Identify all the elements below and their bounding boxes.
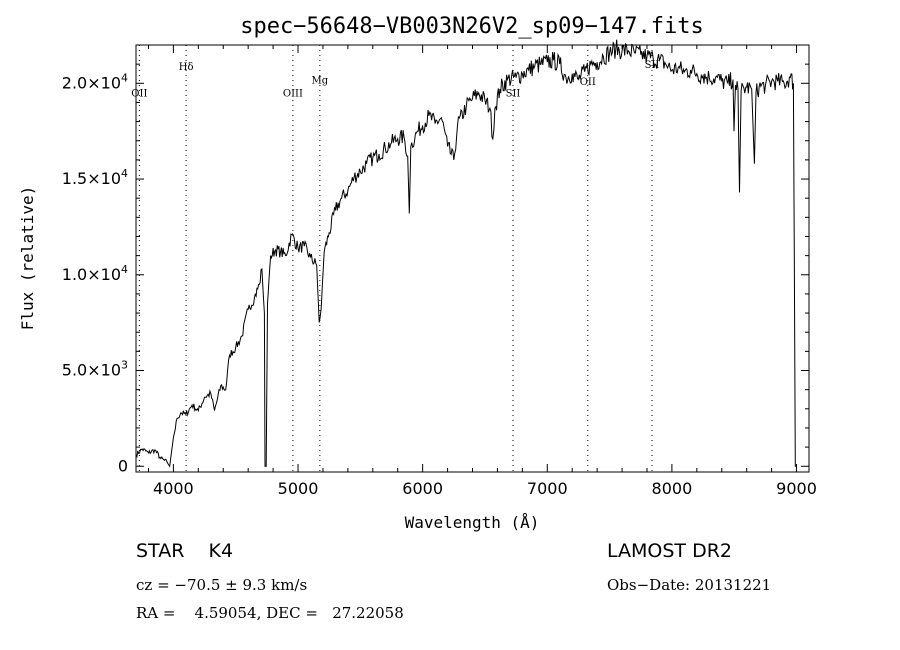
line-label-4: SII [506,89,521,100]
x-tick-label-2: 6000 [402,479,443,498]
line-label-6: SII [645,60,660,71]
x-tick-label-4: 8000 [652,479,693,498]
x-axis-ticks: 4000 5000 6000 7000 8000 9000 [147,45,817,498]
ra-dec: RA = 4.59054, DEC = 27.22058 [136,604,404,622]
y-tick-label-0: 0 [118,456,128,475]
x-axis-label: Wavelength (Å) [405,513,540,532]
line-label-5: OII [580,77,596,88]
spectrum-line [135,39,797,468]
line-label-1: Hδ [179,62,194,73]
y-tick-label-4: 2.0×104 [62,71,128,92]
x-tick-label-0: 4000 [153,479,194,498]
y-axis-ticks: 0 5.0×103 1.0×104 1.5×104 2.0×104 [62,63,809,475]
y-tick-label-1: 5.0×103 [62,359,128,380]
obs-date: Obs−Date: 20131221 [607,576,772,594]
star-class: STAR K4 [136,540,234,562]
line-label-0: OII [131,89,147,100]
line-label-3: Mg [312,75,329,86]
chart-title: spec−56648−VB003N26V2_sp09−147.fits [240,14,704,39]
x-tick-label-3: 7000 [527,479,568,498]
x-tick-label-1: 5000 [278,479,319,498]
y-tick-label-3: 1.5×104 [62,167,128,188]
y-tick-label-2: 1.0×104 [62,263,128,284]
x-tick-label-5: 9000 [776,479,817,498]
redshift-cz: cz = −70.5 ± 9.3 km/s [136,576,308,594]
spectral-line-markers: OII Hδ OIII Mg SII OII SII [131,45,659,472]
y-axis-label: Flux (relative) [18,186,37,331]
survey-name: LAMOST DR2 [607,540,732,562]
plot-frame [135,44,810,473]
line-label-2: OIII [283,89,303,100]
